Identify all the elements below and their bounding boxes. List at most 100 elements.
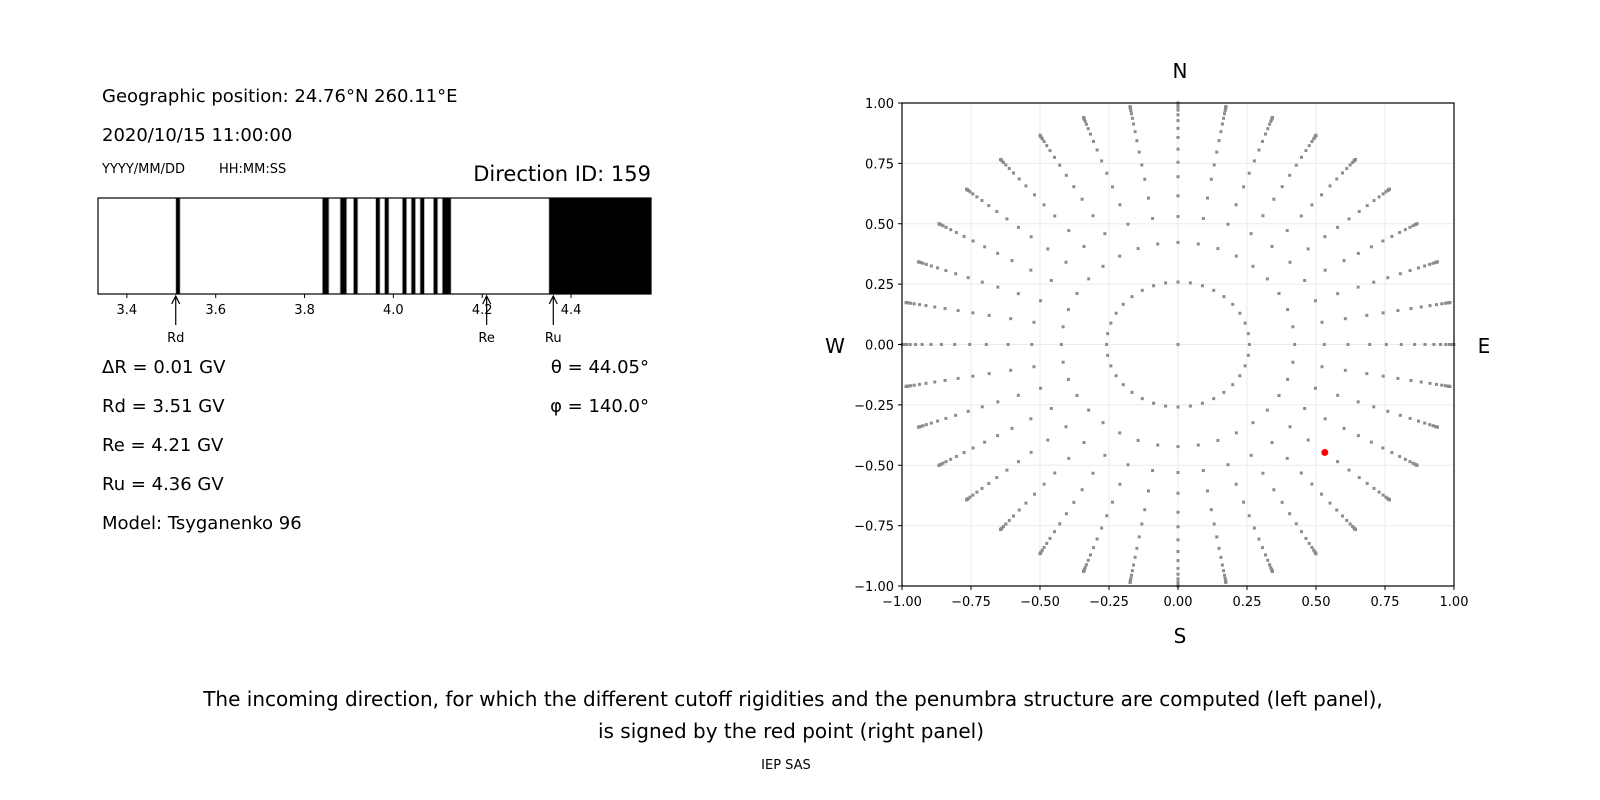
direction-point [1140,163,1144,167]
direction-point [1314,552,1318,556]
direction-point [924,304,928,308]
direction-point [1135,546,1139,550]
direction-point [939,343,943,346]
direction-point [1261,471,1265,475]
direction-point [1105,171,1109,175]
direction-point [965,187,969,191]
direction-point [1226,222,1230,226]
direction-point [1222,116,1226,120]
direction-point [1176,538,1180,542]
x-tick-label: −0.25 [1089,595,1129,610]
direction-point [921,424,925,428]
direction-point [924,381,928,385]
direction-point [1109,321,1113,325]
direction-point [1066,377,1070,381]
direction-point [1176,147,1180,151]
direction-point [987,204,991,208]
direction-point [943,378,947,382]
forbidden-band [419,197,425,295]
direction-point [1176,343,1180,346]
direction-point [1007,167,1011,171]
direction-point [1353,158,1357,162]
direction-point [1320,193,1324,197]
direction-point [1176,105,1180,109]
direction-point [1118,482,1122,486]
direction-point [1176,525,1180,529]
direction-point [1291,360,1295,364]
caption-line-2: is signed by the red point (right panel) [598,719,984,743]
direction-point [1095,537,1099,541]
direction-point [1042,140,1046,144]
direction-point [1300,155,1304,159]
direction-point [1409,307,1413,311]
direction-point [1313,386,1317,390]
direction-point [917,425,921,429]
direction-point [917,303,921,307]
direction-point [1143,508,1147,512]
direction-point [1416,419,1420,423]
direction-point [1105,343,1109,346]
direction-point [1223,109,1227,113]
direction-point [1151,469,1155,473]
direction-point [1201,469,1205,473]
direction-point [962,451,966,455]
direction-point [1222,295,1226,299]
direction-point [1032,193,1036,197]
direction-point [1200,401,1204,405]
direction-point [1336,292,1340,296]
direction-point [1114,374,1118,378]
direction-point [1164,404,1168,408]
direction-point [1242,185,1246,189]
direction-point [1140,522,1144,526]
direction-point [1399,343,1403,346]
footer: IEP SAS [761,758,811,773]
direction-point [1209,177,1213,181]
direction-point [1270,569,1274,573]
direction-point [1219,555,1223,559]
direction-point [1137,150,1141,154]
direction-point [1040,137,1044,141]
direction-point [1312,137,1316,141]
direction-point [1398,413,1402,417]
direction-point [929,421,933,425]
direction-point [1088,132,1092,136]
selected-direction-point [1321,448,1329,456]
direction-point [1176,160,1180,164]
direction-point [1348,163,1352,167]
direction-point [1396,309,1400,313]
direction-point [1268,563,1272,567]
direction-point [1222,569,1226,573]
forbidden-band [410,197,416,295]
x-tick-label: 4.2 [472,303,493,318]
direction-point [1268,122,1272,126]
theta-value: θ = 44.05° [551,357,649,378]
direction-point [941,224,945,228]
x-tick-label: −0.75 [951,595,991,610]
geo-position: Geographic position: 24.76°N 260.11°E [102,86,458,107]
direction-point [1314,133,1318,137]
direction-point [999,158,1003,162]
direction-point [1049,406,1053,410]
direction-point [1303,406,1307,410]
direction-point [1299,471,1303,475]
phi-value: φ = 140.0° [550,396,649,417]
direction-point [1372,199,1376,203]
direction-point [1365,372,1369,376]
direction-point [1372,280,1376,284]
direction-point [1176,491,1180,495]
direction-point [996,285,1000,289]
direction-point [1288,512,1292,516]
direction-point [1448,301,1452,305]
forbidden-band [432,197,439,295]
direction-point [1260,139,1264,143]
direction-point [1196,443,1200,447]
direction-point [1347,468,1351,472]
direction-point [1130,569,1134,573]
direction-point [1403,457,1407,461]
forbidden-band [339,197,348,295]
direction-point [1335,508,1339,512]
direction-point [1443,301,1447,305]
direction-point [1061,325,1065,329]
time-format-label: HH:MM:SS [219,162,286,177]
direction-point [1061,360,1065,364]
